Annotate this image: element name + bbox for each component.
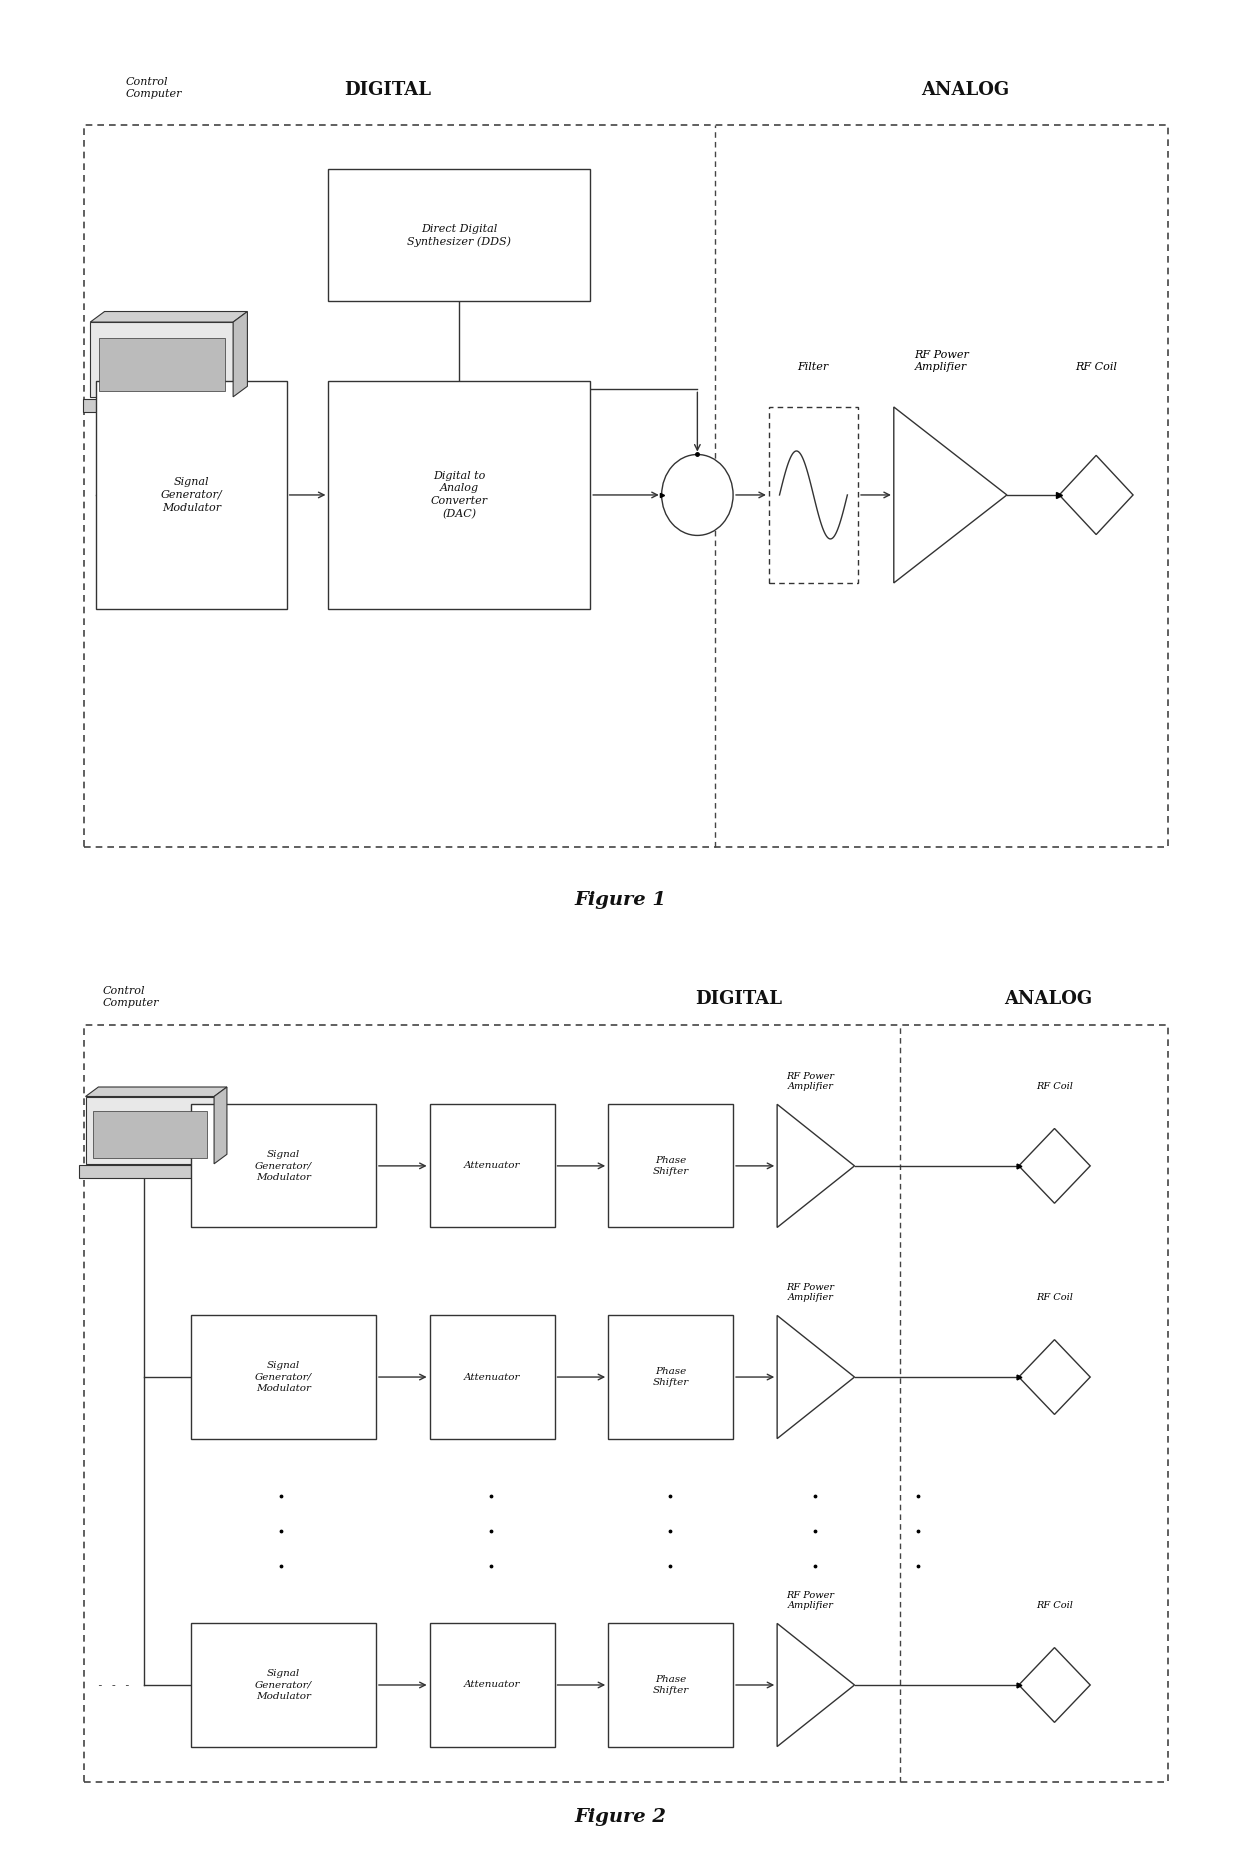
FancyBboxPatch shape bbox=[429, 1623, 554, 1747]
Polygon shape bbox=[777, 1316, 854, 1438]
Text: - - -: - - - bbox=[97, 1679, 131, 1690]
Polygon shape bbox=[215, 1088, 227, 1164]
FancyBboxPatch shape bbox=[429, 1104, 554, 1228]
FancyBboxPatch shape bbox=[429, 1316, 554, 1438]
Text: Signal
Generator/
Modulator: Signal Generator/ Modulator bbox=[161, 477, 222, 513]
Polygon shape bbox=[1019, 1647, 1090, 1722]
FancyBboxPatch shape bbox=[83, 399, 241, 412]
FancyBboxPatch shape bbox=[329, 170, 590, 301]
FancyBboxPatch shape bbox=[769, 406, 858, 582]
Text: DIGITAL: DIGITAL bbox=[696, 990, 782, 1007]
Text: Filter: Filter bbox=[797, 361, 828, 373]
Text: Phase
Shifter: Phase Shifter bbox=[652, 1675, 688, 1696]
Text: RF Power
Amplifier: RF Power Amplifier bbox=[786, 1591, 835, 1610]
Polygon shape bbox=[777, 1104, 854, 1228]
Text: Digital to
Analog
Converter
(DAC): Digital to Analog Converter (DAC) bbox=[430, 470, 487, 519]
Text: ANALOG: ANALOG bbox=[921, 80, 1009, 99]
Polygon shape bbox=[1059, 455, 1133, 535]
Text: RF Coil: RF Coil bbox=[1037, 1601, 1073, 1610]
Polygon shape bbox=[894, 406, 1007, 582]
Text: RF Power
Amplifier: RF Power Amplifier bbox=[914, 350, 968, 373]
Text: Attenuator: Attenuator bbox=[464, 1372, 521, 1382]
FancyBboxPatch shape bbox=[191, 1623, 376, 1747]
Text: Phase
Shifter: Phase Shifter bbox=[652, 1367, 688, 1387]
Text: Control
Computer: Control Computer bbox=[102, 987, 159, 1007]
Text: Figure 1: Figure 1 bbox=[574, 891, 666, 908]
FancyBboxPatch shape bbox=[191, 1104, 376, 1228]
Text: ANALOG: ANALOG bbox=[1004, 990, 1092, 1007]
FancyBboxPatch shape bbox=[191, 1316, 376, 1438]
FancyBboxPatch shape bbox=[97, 380, 286, 608]
Polygon shape bbox=[777, 1623, 854, 1747]
Text: Control
Computer: Control Computer bbox=[126, 77, 182, 99]
FancyBboxPatch shape bbox=[608, 1104, 733, 1228]
FancyBboxPatch shape bbox=[608, 1623, 733, 1747]
Text: Signal
Generator/
Modulator: Signal Generator/ Modulator bbox=[255, 1149, 312, 1181]
FancyBboxPatch shape bbox=[608, 1316, 733, 1438]
Polygon shape bbox=[233, 311, 248, 397]
Polygon shape bbox=[86, 1088, 227, 1097]
FancyBboxPatch shape bbox=[93, 1112, 207, 1159]
FancyBboxPatch shape bbox=[79, 1166, 221, 1177]
Polygon shape bbox=[1019, 1129, 1090, 1204]
Polygon shape bbox=[1019, 1340, 1090, 1415]
Text: Attenuator: Attenuator bbox=[464, 1681, 521, 1690]
Text: RF Coil: RF Coil bbox=[1075, 361, 1117, 373]
Text: Figure 2: Figure 2 bbox=[574, 1808, 666, 1825]
Text: DIGITAL: DIGITAL bbox=[345, 80, 432, 99]
FancyBboxPatch shape bbox=[86, 1097, 215, 1164]
Text: RF Power
Amplifier: RF Power Amplifier bbox=[786, 1071, 835, 1091]
FancyBboxPatch shape bbox=[99, 339, 224, 391]
Text: Signal
Generator/
Modulator: Signal Generator/ Modulator bbox=[255, 1361, 312, 1393]
Text: Direct Digital
Synthesizer (DDS): Direct Digital Synthesizer (DDS) bbox=[407, 223, 511, 247]
Text: RF Power
Amplifier: RF Power Amplifier bbox=[786, 1282, 835, 1303]
Text: RF Coil: RF Coil bbox=[1037, 1294, 1073, 1303]
FancyBboxPatch shape bbox=[329, 380, 590, 608]
Ellipse shape bbox=[662, 455, 733, 535]
Polygon shape bbox=[91, 311, 248, 322]
FancyBboxPatch shape bbox=[91, 322, 233, 397]
Text: RF Coil: RF Coil bbox=[1037, 1082, 1073, 1091]
Text: Signal
Generator/
Modulator: Signal Generator/ Modulator bbox=[255, 1670, 312, 1702]
Text: Attenuator: Attenuator bbox=[464, 1161, 521, 1170]
Text: Phase
Shifter: Phase Shifter bbox=[652, 1155, 688, 1176]
